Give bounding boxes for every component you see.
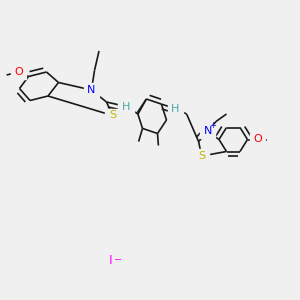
Text: S: S	[198, 151, 205, 161]
Polygon shape	[168, 102, 183, 115]
Text: N: N	[87, 85, 96, 95]
Polygon shape	[11, 65, 26, 79]
Text: H: H	[171, 103, 180, 114]
Text: +: +	[210, 122, 216, 130]
Text: H: H	[122, 101, 130, 112]
Text: O: O	[253, 134, 262, 145]
Polygon shape	[105, 109, 120, 122]
Text: S: S	[109, 110, 116, 121]
Text: −: −	[114, 254, 123, 265]
Text: O: O	[14, 67, 23, 77]
Polygon shape	[200, 125, 215, 138]
Polygon shape	[118, 100, 134, 113]
Text: I: I	[109, 254, 113, 268]
Text: N: N	[203, 126, 212, 136]
Polygon shape	[84, 83, 99, 97]
Polygon shape	[194, 149, 209, 163]
Polygon shape	[250, 133, 265, 146]
